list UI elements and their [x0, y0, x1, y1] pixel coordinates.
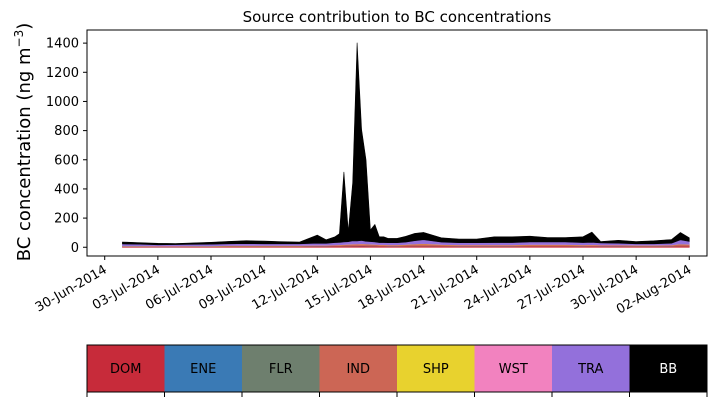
plot-frame [86, 29, 708, 257]
y-tick-label: 1200 [46, 66, 79, 81]
y-tick-label: 400 [54, 182, 79, 197]
y-axis-label-superscript: −3 [12, 30, 26, 48]
plot-area: 0 200 400 600 800 1000 1200 1400 30-Jun-201403-… [33, 29, 708, 318]
colorbar-swatch-flr [242, 345, 320, 392]
chart-title: Source contribution to BC concentrations [243, 8, 552, 26]
colorbar-label-ene: ENE [190, 362, 216, 377]
y-axis-label-close: ) [14, 23, 35, 30]
area-bb [122, 42, 690, 246]
colorbar-swatch-tra [552, 345, 630, 392]
colorbar-swatch-ene [164, 345, 243, 392]
y-tick-label: 600 [54, 153, 79, 168]
y-tick-label: 1000 [46, 95, 79, 110]
colorbar-label-bb: BB [659, 362, 677, 377]
stacked-areas [122, 42, 690, 248]
source-colorbar: DOM ENE FLR IND SHP WST TRA BB [86, 344, 708, 397]
colorbar-swatch-shp [397, 345, 475, 392]
colorbar-swatch-bb [629, 345, 708, 392]
plot-background [87, 30, 707, 256]
y-axis: 0 200 400 600 800 1000 1200 1400 [46, 37, 87, 256]
x-axis: 30-Jun-201403-Jul-201406-Jul-201409-Jul-… [33, 256, 694, 318]
colorbar-label-wst: WST [499, 362, 528, 377]
y-tick-label: 200 [54, 212, 79, 227]
y-tick-label: 1400 [46, 37, 79, 52]
colorbar-swatch-ind [319, 345, 398, 392]
y-axis-label: BC concentration (ng m−3) [12, 23, 35, 262]
colorbar-label-dom: DOM [110, 362, 141, 377]
colorbar-label-flr: FLR [269, 362, 293, 377]
colorbar-label-tra: TRA [577, 362, 603, 377]
colorbar-label-ind: IND [346, 362, 370, 377]
y-tick-label: 800 [54, 124, 79, 139]
y-axis-label-main: BC concentration (ng m [14, 47, 35, 261]
colorbar-label-shp: SHP [423, 362, 449, 377]
y-tick-label: 0 [71, 241, 79, 256]
colorbar-swatch-dom [87, 345, 165, 392]
colorbar-swatch-wst [474, 345, 553, 392]
